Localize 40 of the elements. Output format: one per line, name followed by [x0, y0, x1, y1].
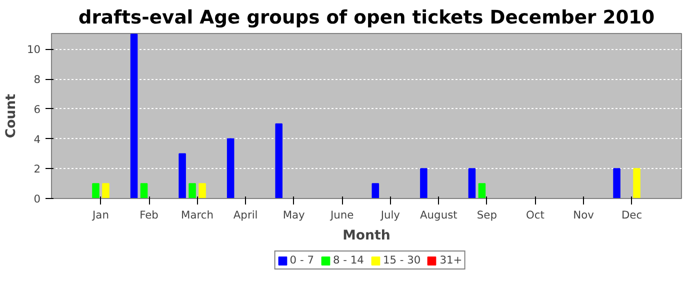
legend-label: 15 - 30	[382, 254, 421, 266]
x-tick-label: May	[282, 208, 305, 222]
legend-label: 8 - 14	[332, 254, 364, 266]
y-tick-label: 2	[34, 162, 40, 176]
bar	[633, 168, 640, 198]
bar	[468, 168, 476, 198]
chart-title: drafts-eval Age groups of open tickets December 2010	[78, 8, 655, 28]
x-tick-label: Nov	[573, 208, 594, 222]
x-tick-label: August	[420, 208, 458, 222]
bar	[102, 183, 110, 198]
bar	[478, 183, 486, 198]
x-tick-label: June	[330, 208, 354, 222]
x-tick-label: March	[181, 208, 214, 222]
legend-label: 0 - 7	[290, 254, 314, 266]
y-tick-label: 10	[26, 43, 41, 56]
x-tick-label: Dec	[621, 208, 642, 222]
y-axis-title: Count	[4, 93, 19, 138]
y-tick-label: 6	[34, 102, 41, 116]
y-tick-label: 8	[34, 73, 41, 86]
bar	[178, 153, 186, 198]
bar	[140, 183, 148, 198]
bar	[275, 123, 282, 198]
bar	[198, 183, 206, 198]
x-tick-label: Feb	[140, 208, 159, 222]
x-axis-title: Month	[342, 228, 390, 244]
x-tick-label: April	[233, 208, 258, 222]
x-tick-label: Oct	[526, 208, 544, 222]
bar	[188, 183, 196, 198]
legend-label: 31+	[440, 254, 462, 266]
bar	[130, 34, 138, 198]
x-tick-label: Jan	[92, 208, 109, 222]
bar	[420, 168, 428, 198]
y-tick-label: 0	[34, 192, 41, 206]
bar	[226, 138, 234, 198]
bar	[92, 183, 100, 198]
y-tick-label: 4	[34, 132, 41, 146]
x-tick-label: Sep	[476, 208, 498, 222]
x-tick-label: July	[380, 208, 400, 222]
bar	[613, 168, 620, 198]
bar	[372, 183, 380, 198]
